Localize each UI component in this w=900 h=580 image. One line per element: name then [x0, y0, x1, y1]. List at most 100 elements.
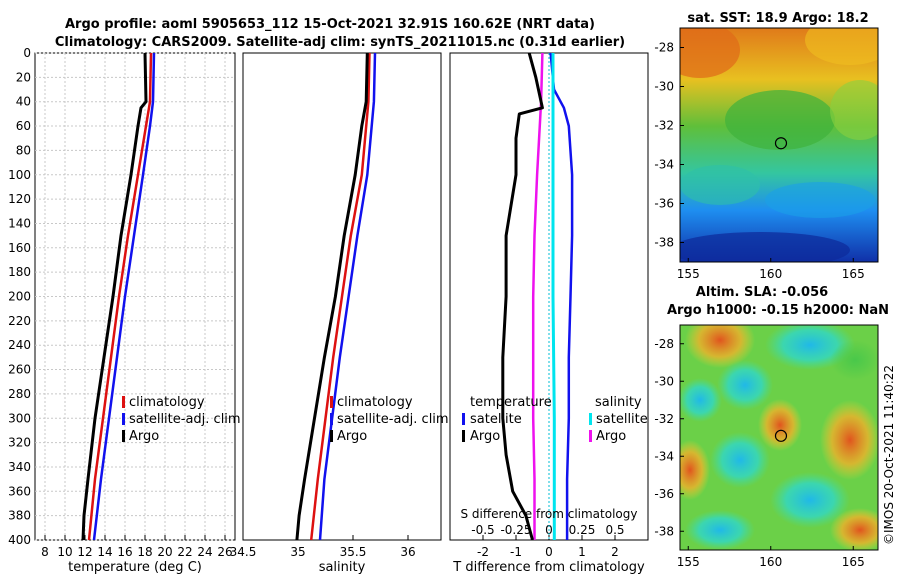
series-satellite-adj — [92, 52, 156, 541]
sla-field — [680, 325, 878, 550]
y-tick-label: 380 — [8, 509, 31, 523]
top-tick-label: 0.25 — [569, 523, 596, 537]
x-tick-label: 16 — [117, 545, 132, 559]
y-tick-label: 260 — [8, 363, 31, 377]
y-tick-label: 160 — [8, 241, 31, 255]
series-sal-argo — [531, 52, 544, 540]
difference-top-xlabel: S difference from climatology — [461, 507, 638, 521]
y-tick-label: 340 — [8, 460, 31, 474]
figure-title-line1: Argo profile: aoml 5905653_112 15-Oct-20… — [65, 17, 595, 32]
x-tick-label: 22 — [177, 545, 192, 559]
map-y-tick-label: -32 — [654, 412, 674, 426]
map-y-tick-label: -28 — [654, 337, 674, 351]
top-tick-label: -0.25 — [500, 523, 531, 537]
temperature-legend: climatology satellite-adj. clim Argo — [122, 395, 241, 444]
legend-swatch-temp-argo — [462, 430, 465, 442]
series-argo — [295, 52, 369, 541]
x-tick-label: 34.5 — [230, 545, 257, 559]
series-sal-satellite — [551, 53, 556, 540]
map-y-tick-label: -36 — [654, 197, 674, 211]
x-tick-label: 20 — [157, 545, 172, 559]
profile-marker — [774, 137, 788, 150]
y-tick-label: 140 — [8, 216, 31, 230]
x-tick-label: 1 — [578, 545, 586, 559]
legend-swatch-climatology — [122, 396, 125, 408]
legend-label-sal-satellite: satellite — [596, 412, 648, 427]
map-y-tick-label: -38 — [654, 236, 674, 250]
x-tick-label: 14 — [97, 545, 112, 559]
x-tick-label: 35.5 — [340, 545, 367, 559]
map-y-tick-label: -28 — [654, 41, 674, 55]
map-x-tick-label: 160 — [759, 267, 782, 281]
legend-label-climatology: climatology — [337, 395, 413, 410]
x-tick-label: 2 — [611, 545, 619, 559]
copyright-label: ©IMOS 20-Oct-2021 11:40:22 — [882, 365, 896, 545]
map-y-tick-label: -32 — [654, 119, 674, 133]
map-y-tick-label: -36 — [654, 487, 674, 501]
y-tick-label: 200 — [8, 290, 31, 304]
x-tick-label: 10 — [57, 545, 72, 559]
x-tick-label: 36 — [400, 545, 415, 559]
map-x-tick-label: 155 — [677, 267, 700, 281]
y-tick-label: 400 — [8, 533, 31, 547]
difference-legend: temperature satellite Argo salinity sate… — [462, 395, 648, 444]
map-x-tick-label: 165 — [842, 555, 865, 569]
y-tick-label: 180 — [8, 265, 31, 279]
y-tick-label: 220 — [8, 314, 31, 328]
legend-swatch-sal-argo — [589, 430, 592, 442]
sst-map: sat. SST: 18.9 Argo: 18.2 -28 -30 -32 -34 -3… — [654, 11, 879, 281]
map-y-tick-label: -34 — [654, 158, 674, 172]
y-tick-label: 0 — [23, 46, 31, 60]
sst-field — [680, 28, 878, 262]
legend-swatch-argo — [122, 430, 125, 442]
salinity-legend: climatology satellite-adj. clim Argo — [330, 395, 449, 444]
x-tick-label: 0 — [545, 545, 553, 559]
map-x-tick-label: 165 — [842, 267, 865, 281]
legend-label-temp-satellite: satellite — [470, 412, 522, 427]
legend-swatch-sal-satellite — [589, 413, 592, 425]
y-tick-label: 80 — [16, 143, 31, 157]
map-y-tick-label: -30 — [654, 374, 674, 388]
temperature-xlabel: temperature (deg C) — [68, 560, 202, 575]
map-y-tick-label: -38 — [654, 524, 674, 538]
figure-title-line2: Climatology: CARS2009. Satellite-adj cli… — [55, 35, 625, 50]
map-x-tick-label: 160 — [759, 555, 782, 569]
series-climatology — [87, 52, 153, 541]
y-tick-label: 320 — [8, 436, 31, 450]
top-tick-label: 0.5 — [605, 523, 624, 537]
series-satellite-adj — [318, 52, 377, 541]
series-argo — [81, 52, 148, 541]
series-temp-satellite — [549, 52, 574, 540]
legend-label-argo: Argo — [337, 429, 367, 444]
sla-map-title-line1: Altim. SLA: -0.056 — [696, 285, 828, 300]
x-tick-label: 24 — [197, 545, 212, 559]
map-y-tick-label: -34 — [654, 449, 674, 463]
series-climatology — [309, 52, 371, 541]
legend-label-satellite: satellite-adj. clim — [129, 412, 241, 427]
sst-map-title: sat. SST: 18.9 Argo: 18.2 — [687, 11, 868, 26]
legend-swatch-argo — [330, 430, 333, 442]
sla-map-title-line2: Argo h1000: -0.15 h2000: NaN — [667, 303, 889, 318]
y-tick-label: 100 — [8, 168, 31, 182]
y-tick-label: 360 — [8, 484, 31, 498]
y-tick-label: 60 — [16, 119, 31, 133]
x-tick-label: -1 — [510, 545, 522, 559]
legend-swatch-satellite — [122, 413, 125, 425]
legend-title-temperature: temperature — [470, 395, 552, 410]
legend-title-salinity: salinity — [595, 395, 642, 410]
y-tick-label: 20 — [16, 70, 31, 84]
legend-label-argo: Argo — [129, 429, 159, 444]
legend-label-temp-argo: Argo — [470, 429, 500, 444]
top-tick-label: -0.5 — [471, 523, 494, 537]
profile-marker — [774, 429, 788, 442]
y-tick-label: 120 — [8, 192, 31, 206]
temperature-panel: 8 10 12 14 16 18 20 22 24 26020406080100120140160… — [8, 46, 236, 575]
y-tick-label: 240 — [8, 338, 31, 352]
series-temp-argo — [501, 52, 544, 541]
salinity-xlabel: salinity — [319, 560, 366, 575]
y-tick-label: 40 — [16, 95, 31, 109]
legend-swatch-temp-satellite — [462, 413, 465, 425]
y-tick-label: 300 — [8, 411, 31, 425]
